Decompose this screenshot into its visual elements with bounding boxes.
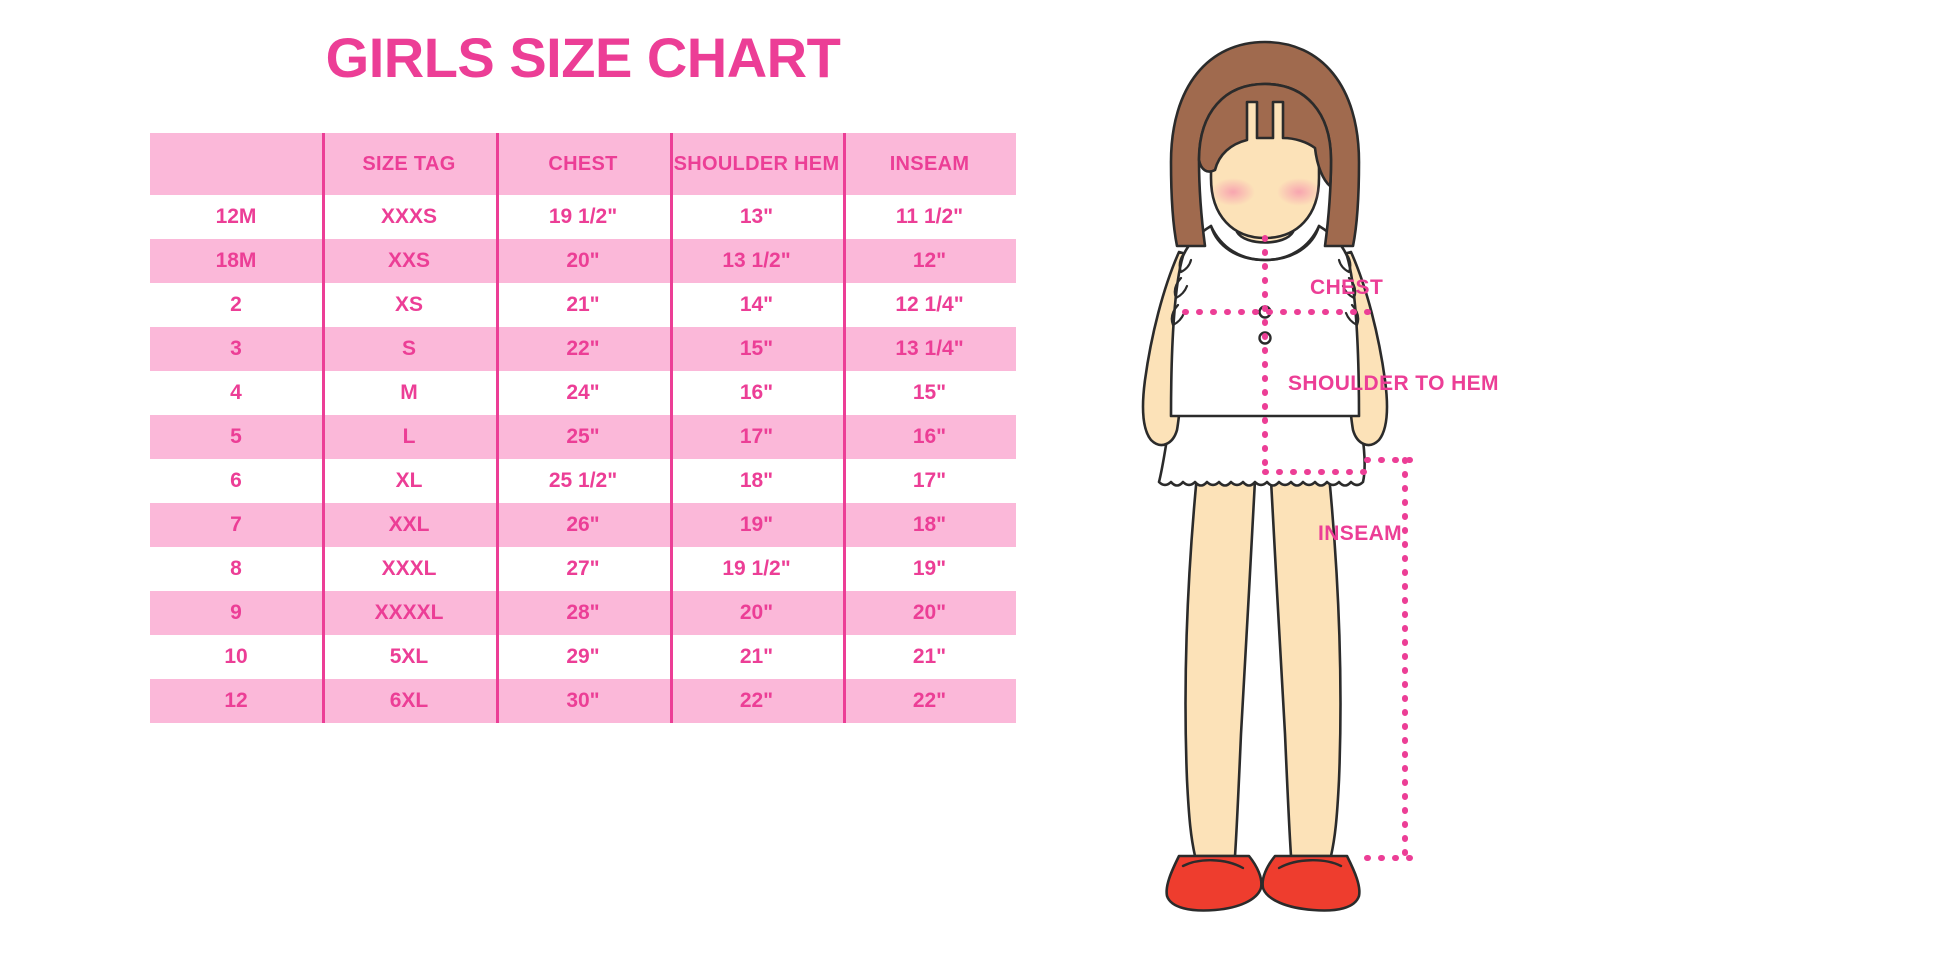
column-header-inseam: INSEAM bbox=[843, 133, 1016, 195]
cell-shoulder-hem: 16" bbox=[670, 371, 843, 415]
cell-size-tag: M bbox=[322, 371, 496, 415]
cell-size: 4 bbox=[230, 381, 242, 404]
cell-size-tag: XXXS bbox=[322, 195, 496, 239]
skirt bbox=[1157, 410, 1366, 487]
cell-inseam: 17" bbox=[843, 459, 1016, 503]
cell-size: 7 bbox=[230, 513, 242, 536]
cell-inseam: 21" bbox=[843, 635, 1016, 679]
cell-inseam: 12" bbox=[843, 239, 1016, 283]
column-header-chest: CHEST bbox=[496, 133, 670, 195]
hair-fringe bbox=[1197, 82, 1333, 188]
table-row: 5 L 25" 17" 16" bbox=[150, 415, 1016, 459]
cell-shoulder-hem: 15" bbox=[670, 327, 843, 371]
cell-size-tag: XXXXL bbox=[322, 591, 496, 635]
table-row: 4 M 24" 16" 15" bbox=[150, 371, 1016, 415]
table-row: 3 S 22" 15" 13 1/4" bbox=[150, 327, 1016, 371]
cell-chest: 28" bbox=[496, 591, 670, 635]
cell-inseam: 13 1/4" bbox=[843, 327, 1016, 371]
cell-size: 18M bbox=[215, 249, 257, 272]
cell-size-tag: XXS bbox=[322, 239, 496, 283]
column-header-size-tag: SIZE TAG bbox=[322, 133, 496, 195]
table-row: 2 XS 21" 14" 12 1/4" bbox=[150, 283, 1016, 327]
cell-size-tag: S bbox=[322, 327, 496, 371]
cell-shoulder-hem: 21" bbox=[670, 635, 843, 679]
cell-size: 12 bbox=[224, 689, 248, 712]
shoe-left bbox=[1165, 854, 1263, 912]
cell-shoulder-hem: 19" bbox=[670, 503, 843, 547]
cell-chest: 22" bbox=[496, 327, 670, 371]
column-header-size bbox=[150, 133, 322, 195]
cell-chest: 25" bbox=[496, 415, 670, 459]
page-title: GIRLS SIZE CHART bbox=[325, 26, 841, 89]
blush-right bbox=[1277, 178, 1321, 206]
cell-chest: 21" bbox=[496, 283, 670, 327]
cell-size: 2 bbox=[230, 293, 242, 316]
table-row: 8 XXXL 27" 19 1/2" 19" bbox=[150, 547, 1016, 591]
cell-inseam: 12 1/4" bbox=[843, 283, 1016, 327]
table-row: 10 5XL 29" 21" 21" bbox=[150, 635, 1016, 679]
cell-inseam: 22" bbox=[843, 679, 1016, 723]
cell-shoulder-hem: 13 1/2" bbox=[670, 239, 843, 283]
cell-chest: 25 1/2" bbox=[496, 459, 670, 503]
table-row: 9 XXXXL 28" 20" 20" bbox=[150, 591, 1016, 635]
cell-size-tag: L bbox=[322, 415, 496, 459]
cell-shoulder-hem: 14" bbox=[670, 283, 843, 327]
callout-label-chest: CHEST bbox=[1310, 276, 1384, 299]
shoulder-ruffle-left bbox=[1170, 250, 1193, 327]
cell-shoulder-hem: 22" bbox=[670, 679, 843, 723]
shoe-right bbox=[1261, 854, 1361, 912]
cell-chest: 20" bbox=[496, 239, 670, 283]
cell-size: 8 bbox=[230, 557, 242, 580]
cell-size-tag: XXL bbox=[322, 503, 496, 547]
cell-chest: 19 1/2" bbox=[496, 195, 670, 239]
cell-chest: 30" bbox=[496, 679, 670, 723]
blush-left bbox=[1211, 178, 1255, 206]
table-header-row: SIZE TAG CHEST SHOULDER HEM INSEAM bbox=[150, 133, 1016, 195]
callout-label-shoulder-to-hem: SHOULDER TO HEM bbox=[1288, 372, 1499, 395]
cell-inseam: 19" bbox=[843, 547, 1016, 591]
neckline bbox=[1209, 224, 1321, 262]
shoe-left-strap bbox=[1181, 859, 1245, 870]
girl-illustration bbox=[1075, 20, 1495, 920]
shoe-right-strap bbox=[1277, 859, 1343, 870]
table-row: 18M XXS 20" 13 1/2" 12" bbox=[150, 239, 1016, 283]
cell-inseam: 11 1/2" bbox=[843, 195, 1016, 239]
cell-chest: 26" bbox=[496, 503, 670, 547]
callout-label-inseam: INSEAM bbox=[1318, 522, 1403, 545]
cell-size-tag: XL bbox=[322, 459, 496, 503]
cell-shoulder-hem: 17" bbox=[670, 415, 843, 459]
table-row: 6 XL 25 1/2" 18" 17" bbox=[150, 459, 1016, 503]
table-row: 12M XXXS 19 1/2" 13" 11 1/2" bbox=[150, 195, 1016, 239]
cell-chest: 29" bbox=[496, 635, 670, 679]
cell-inseam: 15" bbox=[843, 371, 1016, 415]
table-body: 12M XXXS 19 1/2" 13" 11 1/2" 18M XXS 20"… bbox=[150, 195, 1016, 723]
cell-shoulder-hem: 18" bbox=[670, 459, 843, 503]
leg-left bbox=[1184, 473, 1257, 858]
table-row: 12 6XL 30" 22" 22" bbox=[150, 679, 1016, 723]
cell-shoulder-hem: 19 1/2" bbox=[670, 547, 843, 591]
cell-size-tag: 5XL bbox=[322, 635, 496, 679]
table-row: 7 XXL 26" 19" 18" bbox=[150, 503, 1016, 547]
figure-body bbox=[1141, 40, 1389, 912]
cell-inseam: 16" bbox=[843, 415, 1016, 459]
cell-size: 5 bbox=[230, 425, 242, 448]
cell-shoulder-hem: 20" bbox=[670, 591, 843, 635]
cell-chest: 27" bbox=[496, 547, 670, 591]
cell-size: 6 bbox=[230, 469, 242, 492]
column-header-shoulder-hem: SHOULDER HEM bbox=[670, 133, 843, 195]
cell-shoulder-hem: 13" bbox=[670, 195, 843, 239]
cell-size: 10 bbox=[224, 645, 248, 668]
cell-chest: 24" bbox=[496, 371, 670, 415]
cell-size: 9 bbox=[230, 601, 242, 624]
cell-size-tag: XXXL bbox=[322, 547, 496, 591]
cell-size-tag: XS bbox=[322, 283, 496, 327]
cell-size: 3 bbox=[230, 337, 242, 360]
cell-inseam: 20" bbox=[843, 591, 1016, 635]
cell-size: 12M bbox=[215, 205, 257, 228]
cell-inseam: 18" bbox=[843, 503, 1016, 547]
cell-size-tag: 6XL bbox=[322, 679, 496, 723]
size-chart-table: SIZE TAG CHEST SHOULDER HEM INSEAM 12M X… bbox=[150, 133, 1016, 723]
